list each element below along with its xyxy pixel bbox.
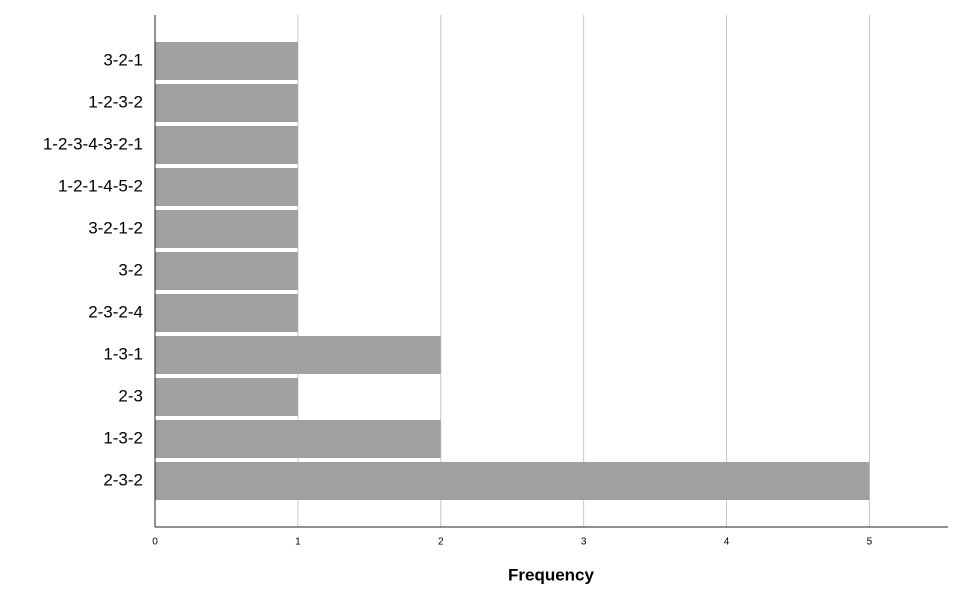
y-tick-label: 1-3-2 <box>103 428 143 447</box>
y-tick-label: 1-2-3-2 <box>88 92 143 111</box>
bar <box>155 378 298 416</box>
y-tick-label: 3-2 <box>118 260 143 279</box>
bar <box>155 462 870 500</box>
y-tick-label: 2-3-2 <box>103 470 143 489</box>
y-tick-label: 1-3-1 <box>103 344 143 363</box>
bar <box>155 84 298 122</box>
y-tick-label: 1-2-1-4-5-2 <box>58 176 143 195</box>
x-tick-label: 1 <box>295 537 301 548</box>
y-tick-label: 1-2-3-4-3-2-1 <box>43 134 143 153</box>
bar <box>155 126 298 164</box>
x-tick-label: 4 <box>724 537 730 548</box>
x-tick-label: 0 <box>152 537 158 548</box>
x-tick-label: 3 <box>581 537 587 548</box>
y-tick-label: 2-3-2-4 <box>88 302 143 321</box>
bar <box>155 252 298 290</box>
x-axis-title: Frequency <box>508 565 595 584</box>
x-tick-label: 2 <box>438 537 444 548</box>
y-tick-label: 3-2-1-2 <box>88 218 143 237</box>
x-tick-label: 5 <box>867 537 873 548</box>
bar <box>155 294 298 332</box>
y-tick-label: 3-2-1 <box>103 50 143 69</box>
y-tick-label: 2-3 <box>118 386 143 405</box>
bar <box>155 336 441 374</box>
bar <box>155 168 298 206</box>
bar <box>155 420 441 458</box>
bar <box>155 210 298 248</box>
bar <box>155 42 298 80</box>
